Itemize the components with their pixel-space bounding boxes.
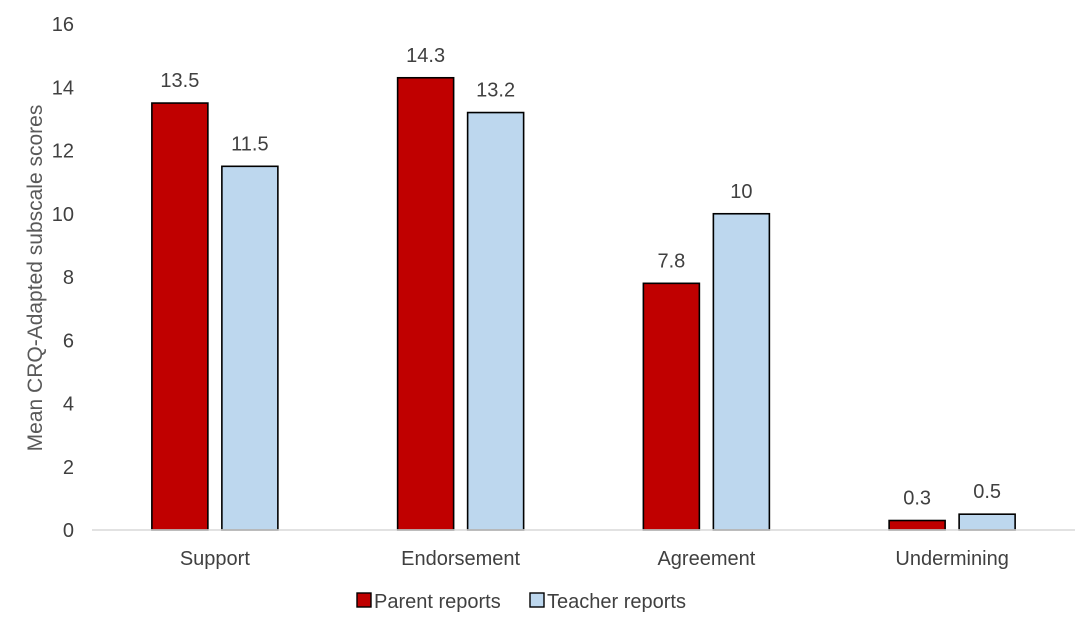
bar-parent bbox=[888, 519, 946, 531]
y-axis-title: Mean CRQ-Adapted subscale scores bbox=[24, 105, 47, 452]
bar-teacher bbox=[466, 111, 525, 531]
data-label: 14.3 bbox=[406, 45, 445, 67]
legend-swatch bbox=[529, 592, 545, 608]
bar-teacher bbox=[221, 165, 279, 531]
y-tick-label: 4 bbox=[63, 394, 74, 416]
y-tick-label: 2 bbox=[63, 457, 74, 479]
data-label: 10 bbox=[730, 181, 752, 203]
y-tick-label: 0 bbox=[63, 520, 74, 542]
data-label: 7.8 bbox=[657, 250, 685, 272]
bar-teacher bbox=[958, 513, 1016, 531]
legend-swatch bbox=[356, 592, 372, 608]
bar-parent bbox=[396, 76, 455, 531]
category-label: Undermining bbox=[895, 548, 1008, 570]
data-label: 0.5 bbox=[973, 481, 1001, 503]
y-tick-label: 8 bbox=[63, 267, 74, 289]
data-labels: 13.5 11.5 14.3 13.2 7.8 10 0.3 0.5 bbox=[160, 45, 1001, 510]
data-label: 11.5 bbox=[231, 133, 268, 155]
y-tick-label: 10 bbox=[52, 204, 74, 226]
category-label: Agreement bbox=[657, 548, 755, 570]
category-labels: Support Endorsement Agreement Undermining bbox=[180, 548, 1009, 570]
data-label: 13.5 bbox=[160, 70, 199, 92]
bars bbox=[151, 76, 1016, 531]
legend: Parent reports Teacher reports bbox=[356, 591, 686, 613]
y-axis-ticks: 0 2 4 6 8 10 12 14 16 bbox=[52, 14, 74, 542]
y-tick-label: 12 bbox=[52, 141, 74, 163]
data-label: 13.2 bbox=[476, 80, 515, 102]
category-label: Endorsement bbox=[401, 548, 520, 570]
bar-parent bbox=[151, 102, 209, 531]
y-tick-label: 14 bbox=[52, 77, 74, 99]
legend-label: Teacher reports bbox=[547, 591, 686, 613]
category-label: Support bbox=[180, 548, 250, 570]
y-tick-label: 16 bbox=[52, 14, 74, 36]
bar-teacher bbox=[712, 212, 771, 531]
data-label: 0.3 bbox=[903, 488, 931, 510]
bar-parent bbox=[642, 282, 701, 531]
legend-label: Parent reports bbox=[374, 591, 501, 613]
y-tick-label: 6 bbox=[63, 330, 74, 352]
